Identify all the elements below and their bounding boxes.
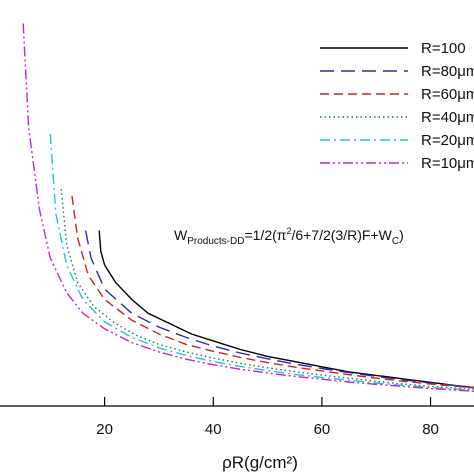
formula-main: W: [174, 227, 188, 243]
legend-label-6: R=10μm: [421, 155, 474, 172]
series-line-6: [22, 23, 474, 392]
legend-label-4: R=40μm: [421, 109, 474, 126]
formula-superscript: 2: [286, 226, 291, 236]
formula-subscript: Products-DD: [187, 236, 244, 247]
formula-subscript-c: C: [392, 236, 399, 247]
formula-part-2: /6+7/2(3/R)F+W: [291, 227, 392, 243]
formula-part-3: ): [399, 227, 404, 243]
series-line-2: [84, 230, 474, 389]
formula-part-1: =1/2(π: [244, 227, 286, 243]
x-tick-label: 60: [314, 421, 331, 438]
series-line-3: [71, 195, 474, 389]
series-line-1: [98, 230, 474, 389]
legend-label-2: R=80μm: [421, 63, 474, 80]
legend-label-5: R=20μm: [421, 132, 474, 149]
formula-annotation: WProducts-DD=1/2(π2/6+7/2(3/R)F+WC): [174, 226, 404, 247]
x-axis-title: ρR(g/cm²): [222, 453, 298, 472]
series-line-4: [60, 189, 474, 390]
x-tick-label: 20: [96, 421, 113, 438]
series-layer: [22, 23, 474, 392]
legend: R=100 R=80μm R=60μm R=40μm R=20μm R=10μm: [320, 40, 474, 172]
x-tick-label: 80: [422, 421, 439, 438]
legend-label-3: R=60μm: [421, 86, 474, 103]
x-tick-label: 40: [205, 421, 222, 438]
legend-label-1: R=100: [421, 40, 466, 57]
x-ticks: 20 40 60 80: [96, 397, 439, 438]
series-line-5: [49, 133, 474, 391]
